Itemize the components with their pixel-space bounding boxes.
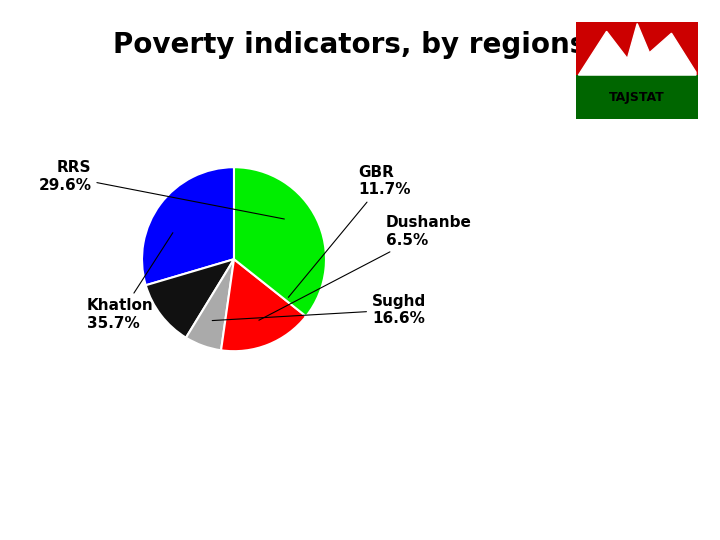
Wedge shape <box>221 259 306 351</box>
Text: Dushanbe
6.5%: Dushanbe 6.5% <box>259 215 472 320</box>
Text: Khatlon
35.7%: Khatlon 35.7% <box>87 233 173 330</box>
Wedge shape <box>234 167 326 316</box>
Bar <box>576 22 698 75</box>
Bar <box>576 75 698 119</box>
Text: GBR
11.7%: GBR 11.7% <box>288 165 410 298</box>
Polygon shape <box>578 24 696 75</box>
Text: TAJSTAT: TAJSTAT <box>609 91 665 104</box>
Wedge shape <box>145 259 234 338</box>
Text: Sughd
16.6%: Sughd 16.6% <box>212 294 426 326</box>
Text: RRS
29.6%: RRS 29.6% <box>38 160 284 219</box>
Text: Poverty indicators, by regions: Poverty indicators, by regions <box>113 31 587 59</box>
Wedge shape <box>186 259 234 350</box>
Wedge shape <box>142 167 234 285</box>
